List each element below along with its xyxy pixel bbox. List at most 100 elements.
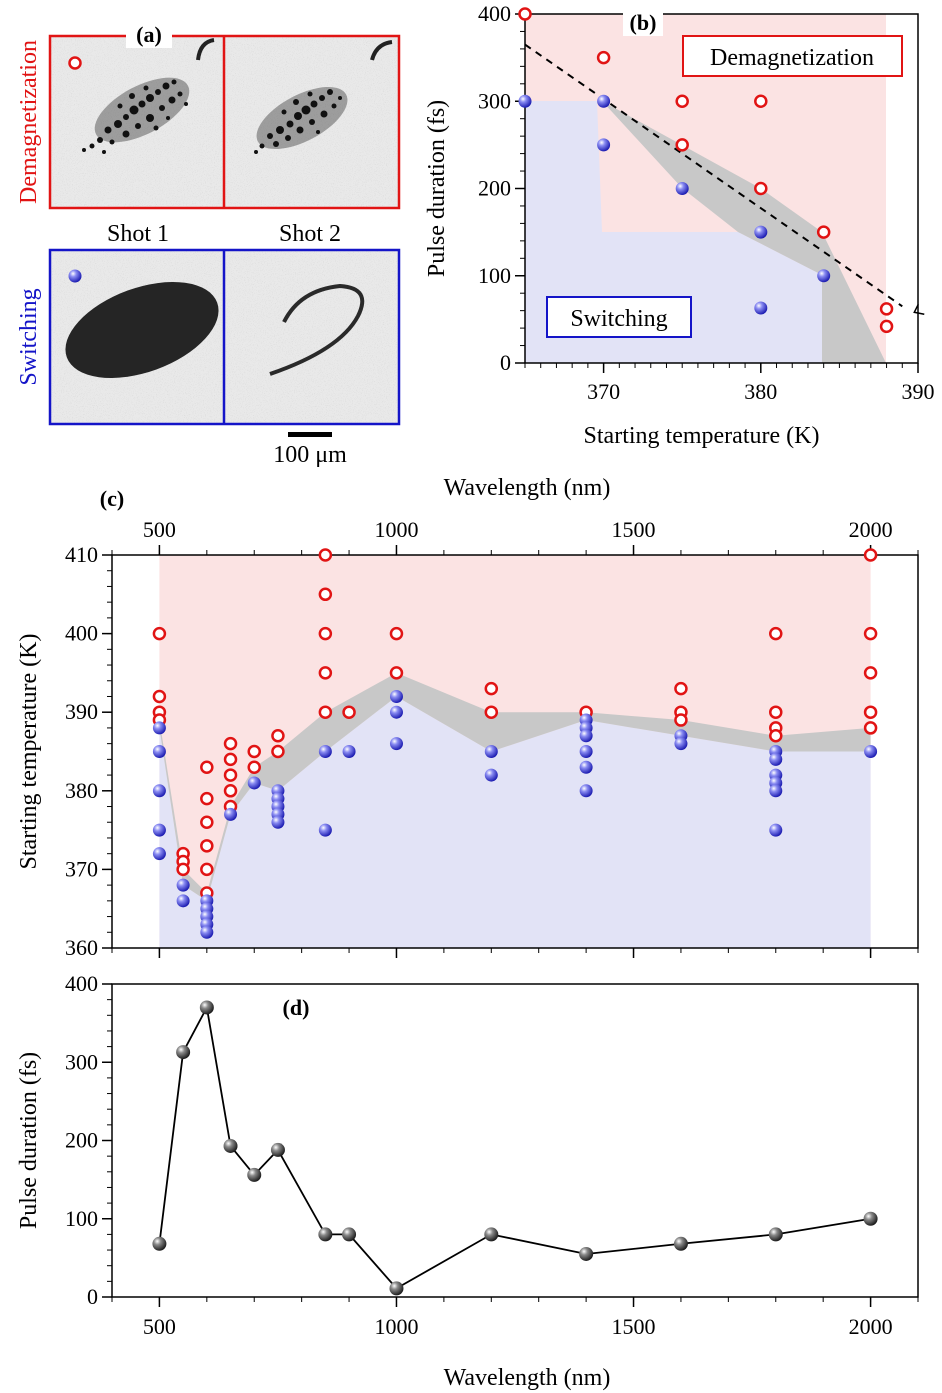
switch-point (318, 745, 332, 758)
demag-point (318, 587, 333, 602)
y-tick-label: 100 (478, 263, 511, 288)
plot-frame (111, 554, 919, 949)
demag-point (318, 548, 333, 562)
y-axis-title: Pulse duration (fs) (424, 100, 450, 277)
y-tick-label: 380 (65, 778, 98, 803)
series-point (673, 1236, 688, 1251)
switch-point (674, 737, 688, 751)
switch-marker-icon (68, 269, 82, 283)
demag-point (863, 548, 878, 562)
switched-domain (65, 281, 219, 379)
demag-point (200, 791, 214, 806)
transition-band (525, 14, 886, 363)
demag-point (816, 225, 831, 239)
switch-point (224, 807, 238, 821)
demag-point (674, 713, 688, 727)
demag-point (223, 784, 238, 798)
panel-c: 500 1000 1500 2000 360 370 380 390 400 410 Wavelen… (16, 475, 919, 960)
switch-point (597, 94, 611, 108)
demag-point (879, 302, 894, 316)
demag-point (271, 744, 285, 759)
switch-point (389, 689, 403, 703)
panel-label-d: (d) (283, 995, 310, 1020)
series-point (863, 1211, 878, 1226)
switch-point (597, 138, 611, 152)
demag-point (484, 705, 499, 719)
switch-point (152, 847, 166, 861)
demag-point (200, 760, 214, 774)
switch-point (675, 182, 689, 195)
y-tick-label: 300 (478, 88, 511, 113)
panel-b: 370 380 390 0 100 200 300 400 Starting temperatu… (424, 1, 935, 449)
switch-point (579, 745, 593, 758)
panel-label-a: (a) (136, 22, 162, 47)
y-tick-label: 300 (65, 1049, 98, 1074)
scale-bar-label: 100 μm (273, 442, 347, 468)
switch-point (864, 745, 878, 758)
panel-b-points (518, 7, 894, 334)
panel-c-regions (159, 555, 871, 948)
demag-point (596, 50, 611, 65)
transition-band (159, 672, 871, 901)
series-point (579, 1246, 594, 1261)
switch-point (176, 894, 190, 908)
x-tick-label: 1500 (612, 517, 656, 542)
x-tick-label: 390 (902, 379, 935, 404)
demag-point (675, 94, 689, 108)
y-axis-title: Pulse duration (fs) (16, 1052, 42, 1229)
fit-arrow-icon (913, 303, 925, 316)
switch-point (342, 745, 356, 758)
legend-switch-box (546, 296, 692, 338)
x-tick-label: 380 (744, 379, 777, 404)
x-tick-label: 500 (143, 517, 176, 542)
y-axis-title: Starting temperature (K) (16, 634, 42, 870)
x-tick-label: 2000 (849, 517, 893, 542)
y-tick-label: 200 (478, 176, 511, 201)
demag-point (247, 744, 261, 759)
legend-switch-label: Switching (570, 306, 667, 332)
demag-point (318, 705, 333, 719)
legend-demag-label: Demagnetization (710, 45, 874, 71)
series-point (484, 1227, 499, 1242)
x-tick-label: 500 (143, 1314, 176, 1339)
y-tick-label: 370 (65, 856, 98, 881)
panel-d: 500 1000 1500 2000 0 100 200 300 400 Wavelength (… (16, 971, 919, 1391)
demag-point (769, 705, 783, 719)
series-point (199, 1000, 214, 1015)
switch-point (176, 878, 190, 892)
switch-point (579, 784, 593, 798)
demag-point (754, 181, 768, 196)
y-tick-label: 0 (87, 1284, 98, 1309)
series-point (152, 1236, 167, 1251)
demag-point (863, 705, 878, 719)
demag-point (674, 681, 688, 696)
demag-point (318, 626, 333, 641)
shot-label-2: Shot 2 (279, 221, 341, 247)
demag-point (342, 705, 356, 719)
y-tick-label: 100 (65, 1206, 98, 1231)
switch-point (579, 760, 593, 774)
switch-point (271, 815, 285, 829)
switch-point (389, 705, 403, 719)
demag-point (200, 815, 214, 829)
series-point (223, 1138, 238, 1153)
series-line (158, 1004, 871, 1290)
demag-point (484, 681, 499, 696)
panel-d-axes: 500 1000 1500 2000 0 100 200 300 400 Wavelength (… (16, 971, 919, 1391)
panel-c-points (152, 548, 878, 939)
switch-point (152, 823, 166, 837)
demag-point (754, 94, 768, 108)
y-tick-label: 390 (65, 699, 98, 724)
x-tick-label: 1000 (374, 517, 418, 542)
switch-point (817, 269, 831, 283)
series-point (318, 1227, 333, 1242)
demag-point (200, 862, 214, 877)
fit-line (524, 43, 903, 308)
panel-b-fit-line (524, 43, 925, 316)
legend-switching: Switching (546, 296, 692, 338)
demag-point (675, 138, 689, 152)
demag-domain-shot1 (82, 77, 190, 154)
panel-label-b: (b) (630, 10, 657, 35)
panel-b-axes: 370 380 390 0 100 200 300 400 Starting temperatu… (424, 1, 935, 449)
